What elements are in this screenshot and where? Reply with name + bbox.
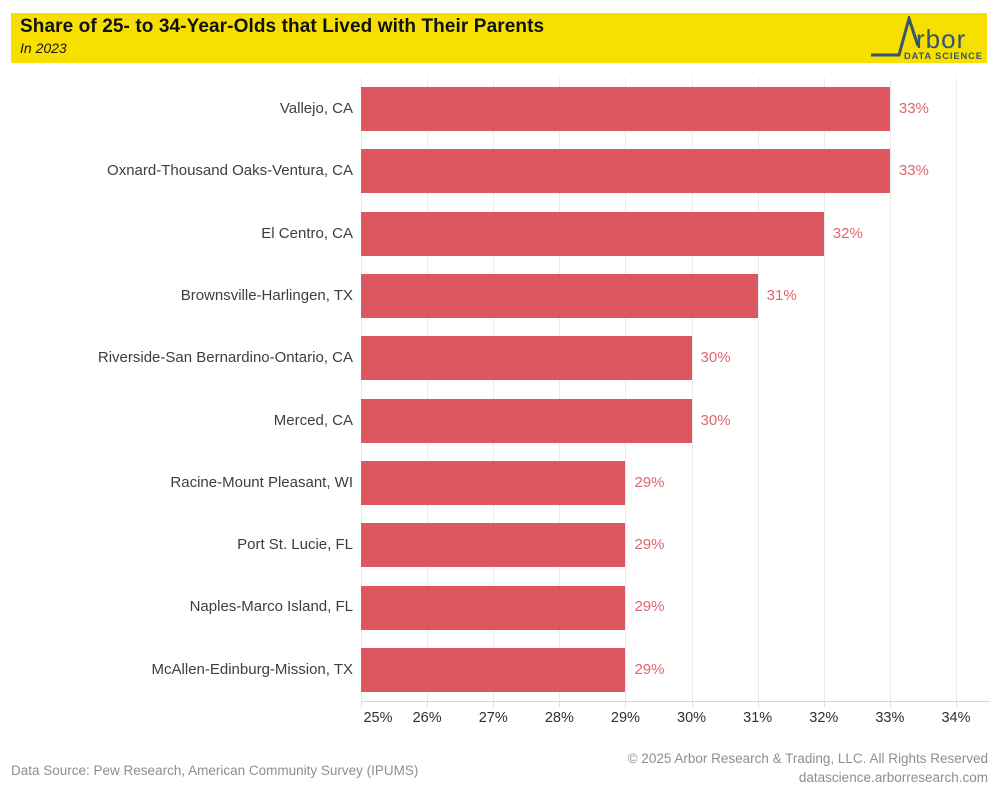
x-gridline [361,78,362,701]
x-axis-tick-label: 25% [363,710,393,726]
x-gridline [823,78,825,701]
x-axis-tick [757,701,759,707]
bar-row: Merced, CA 30% [0,390,1000,452]
bar-row: Port St. Lucie, FL 29% [0,514,1000,576]
category-label: Naples-Marco Island, FL [189,598,353,616]
x-axis-tick [559,701,561,707]
x-gridline [889,78,891,701]
category-label: Vallejo, CA [279,100,353,117]
x-axis-tick [427,701,429,707]
x-axis-tick-label: 29% [610,710,640,726]
category-label: Merced, CA [273,411,353,429]
x-gridline [691,78,693,701]
category-label: El Centro, CA [261,224,353,242]
x-axis-tick-label: 31% [743,710,773,726]
bar-row: Racine-Mount Pleasant, WI 29% [0,452,1000,514]
header-banner: Share of 25- to 34-Year-Olds that Lived … [11,13,987,63]
x-gridline [559,78,561,701]
x-gridline [757,78,759,701]
value-label: 30% [700,349,731,367]
website-text: datascience.arborresearch.com [798,770,988,785]
bar [361,460,626,505]
x-axis-tick-label: 30% [677,710,707,726]
category-label: Racine-Mount Pleasant, WI [170,473,353,491]
x-gridline [956,78,957,701]
category-label: Port St. Lucie, FL [237,536,353,554]
bar [361,647,626,692]
x-axis-tick [823,701,825,707]
x-axis-tick-label: 28% [544,710,574,726]
bar-row: El Centro, CA 32% [0,203,1000,265]
bar-row: Oxnard-Thousand Oaks-Ventura, CA 33% [0,140,1000,202]
value-label: 30% [700,411,731,429]
bar [361,87,890,132]
x-axis-tick-label: 34% [941,710,971,726]
data-source-note: Data Source: Pew Research, American Comm… [11,763,419,778]
x-axis-tick-label: 32% [809,710,839,726]
category-label: Riverside-San Bernardino-Ontario, CA [97,349,353,367]
value-label: 29% [634,536,665,554]
value-label: 33% [898,162,929,180]
arbor-logo-brand-text: rbor [916,24,966,54]
bar [361,274,758,319]
arbor-logo-peak-icon [871,16,920,57]
bar [361,585,626,630]
bar-row: Vallejo, CA 33% [0,78,1000,140]
bar [361,523,626,568]
bar-row: Naples-Marco Island, FL 29% [0,576,1000,638]
page-title: Share of 25- to 34-Year-Olds that Lived … [20,16,545,37]
arbor-logo-tagline: DATA SCIENCE [904,51,983,61]
value-label: 31% [766,286,797,304]
x-axis-tick-label: 33% [875,710,905,726]
page-subtitle: In 2023 [20,40,67,56]
x-axis-line [361,701,990,702]
x-axis-tick [956,701,957,707]
x-axis-tick-label: 27% [478,710,508,726]
arbor-logo: rbor DATA SCIENCE [871,16,983,61]
x-axis-tick [361,701,362,707]
bar [361,149,890,194]
category-label: Oxnard-Thousand Oaks-Ventura, CA [107,162,353,180]
value-label: 29% [634,473,665,491]
x-axis-tick-label: 26% [412,710,442,726]
value-label: 32% [832,224,863,242]
x-gridline [493,78,495,701]
value-label: 29% [634,598,665,616]
x-axis-tick [625,701,627,707]
bar [361,211,824,256]
x-axis-tick [493,701,495,707]
x-gridline [625,78,627,701]
x-axis-tick [889,701,891,707]
x-axis-tick [691,701,693,707]
bar-row: McAllen-Edinburg-Mission, TX 29% [0,639,1000,701]
copyright-block: © 2025 Arbor Research & Trading, LLC. Al… [628,749,988,787]
copyright-text: © 2025 Arbor Research & Trading, LLC. Al… [627,751,988,766]
value-label: 33% [898,100,929,117]
category-label: Brownsville-Harlingen, TX [180,286,353,304]
bar-row: Brownsville-Harlingen, TX 31% [0,265,1000,327]
bar [361,398,692,443]
value-label: 29% [634,660,665,678]
bar-row: Riverside-San Bernardino-Ontario, CA 30% [0,327,1000,389]
category-label: McAllen-Edinburg-Mission, TX [151,660,353,678]
bar [361,336,692,381]
x-gridline [427,78,429,701]
